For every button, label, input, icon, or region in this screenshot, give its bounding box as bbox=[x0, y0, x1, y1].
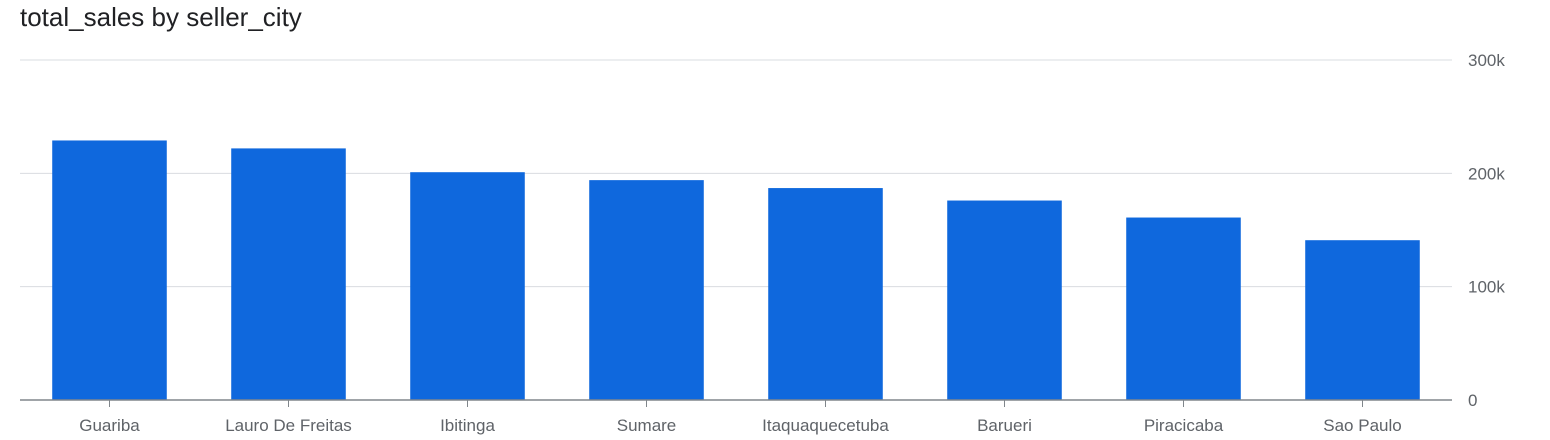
bars bbox=[52, 140, 1420, 400]
bar[interactable] bbox=[1305, 240, 1420, 400]
bar[interactable] bbox=[589, 180, 704, 400]
y-tick-label: 300k bbox=[1468, 51, 1505, 70]
x-tick-label: Lauro De Freitas bbox=[225, 416, 352, 435]
y-tick-label: 0 bbox=[1468, 391, 1477, 410]
bar[interactable] bbox=[768, 188, 883, 400]
y-tick-label: 100k bbox=[1468, 278, 1505, 297]
bar[interactable] bbox=[52, 140, 167, 400]
bar[interactable] bbox=[947, 200, 1062, 400]
y-tick-label: 200k bbox=[1468, 164, 1505, 183]
x-tick-label: Ibitinga bbox=[440, 416, 495, 435]
x-tick-label: Barueri bbox=[977, 416, 1032, 435]
y-axis-labels: 0 100k 200k 300k bbox=[1468, 51, 1505, 410]
x-axis: Guariba Lauro De Freitas Ibitinga Sumare Ita… bbox=[20, 399, 1452, 435]
bar[interactable] bbox=[410, 172, 525, 400]
x-tick-label: Sao Paulo bbox=[1323, 416, 1401, 435]
chart-title: total_sales by seller_city bbox=[20, 2, 302, 32]
bar[interactable] bbox=[1126, 217, 1241, 400]
x-tick-label: Sumare bbox=[617, 416, 677, 435]
x-tick-label: Itaquaquecetuba bbox=[762, 416, 889, 435]
bar[interactable] bbox=[231, 148, 346, 400]
x-tick-label: Guariba bbox=[79, 416, 140, 435]
x-tick-label: Piracicaba bbox=[1144, 416, 1224, 435]
